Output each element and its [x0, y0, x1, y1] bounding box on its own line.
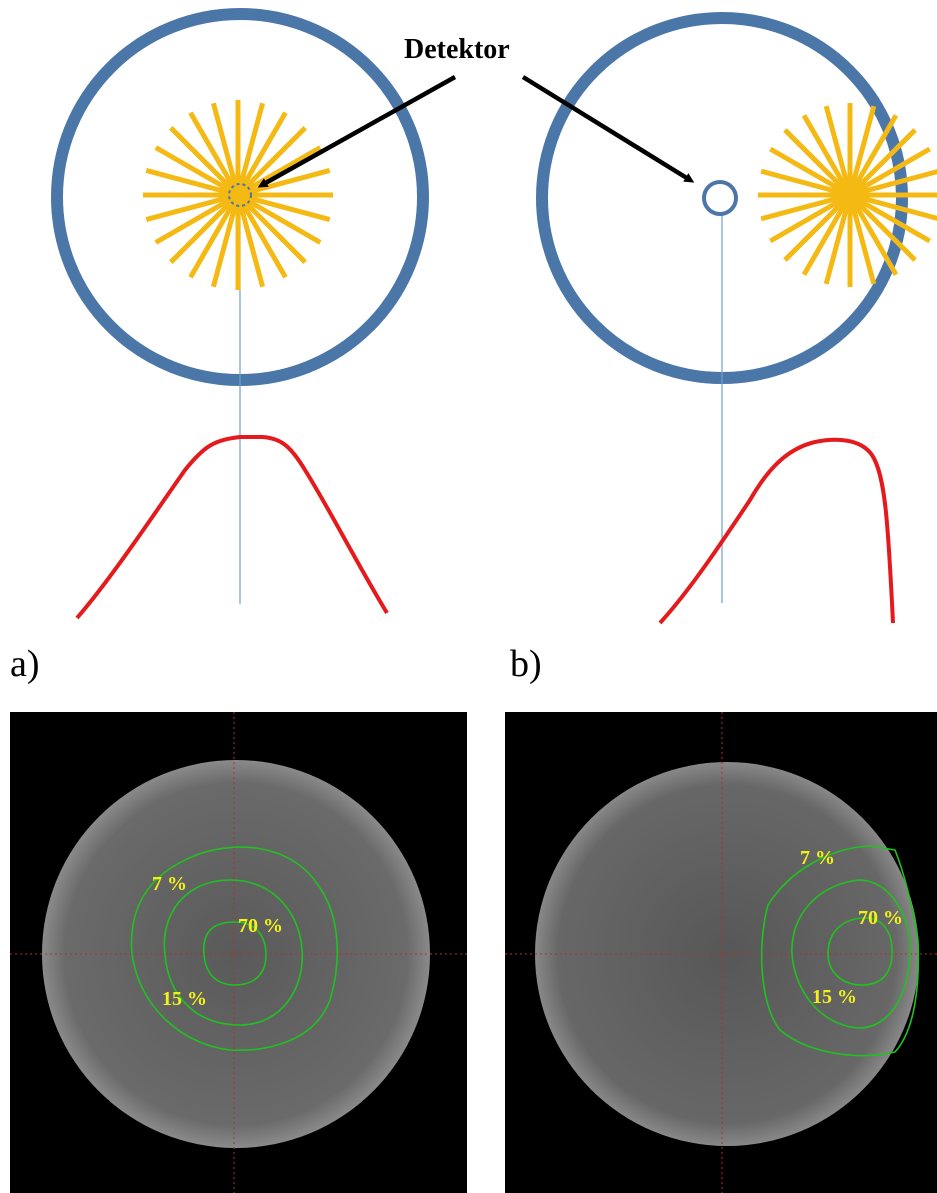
- isodose-label-7-b: 7 %: [800, 847, 835, 869]
- isodose-7-contour-b: [760, 845, 920, 1057]
- arrow-icon: [521, 75, 695, 183]
- source-core: [229, 186, 247, 204]
- isodose-70-contour-b: [827, 917, 893, 986]
- panel-letter-a: a): [10, 643, 40, 685]
- profile-curve-a: [75, 435, 389, 620]
- isodose-15-contour-b: [791, 879, 911, 1029]
- isodose-contours-b: [760, 845, 920, 1057]
- isodose-label-7-a: 7 %: [152, 873, 187, 895]
- detector-dot-a: [228, 183, 252, 207]
- isodose-15-contour-a: [163, 879, 303, 1026]
- radial-star-icon: [758, 103, 937, 287]
- isodose-label-15-a: 15 %: [162, 988, 207, 1010]
- ct-image-a: 7 % 70 % 15 %: [10, 712, 467, 1193]
- isodose-7-contour-a: [130, 846, 339, 1052]
- radial-star-icon: [143, 100, 333, 290]
- panel-a-schematic: a): [10, 8, 429, 685]
- isodose-70-contour-a: [203, 921, 267, 986]
- arrow-icon: [257, 75, 457, 188]
- panel-b-schematic: b): [510, 12, 937, 685]
- profile-curve-b: [658, 437, 895, 625]
- small-ring-icon: [702, 180, 738, 216]
- isodose-label-15-b: 15 %: [812, 986, 857, 1008]
- source-core: [841, 186, 859, 204]
- isodose-contours-a: [130, 846, 339, 1052]
- isodose-label-70-b: 70 %: [858, 907, 903, 929]
- isodose-label-70-a: 70 %: [238, 915, 283, 937]
- ct-image-b: 7 % 70 % 15 %: [505, 712, 937, 1193]
- detector-label: Detektor: [404, 34, 510, 65]
- panel-letter-b: b): [510, 643, 542, 685]
- detector-annotation: Detektor: [257, 34, 695, 188]
